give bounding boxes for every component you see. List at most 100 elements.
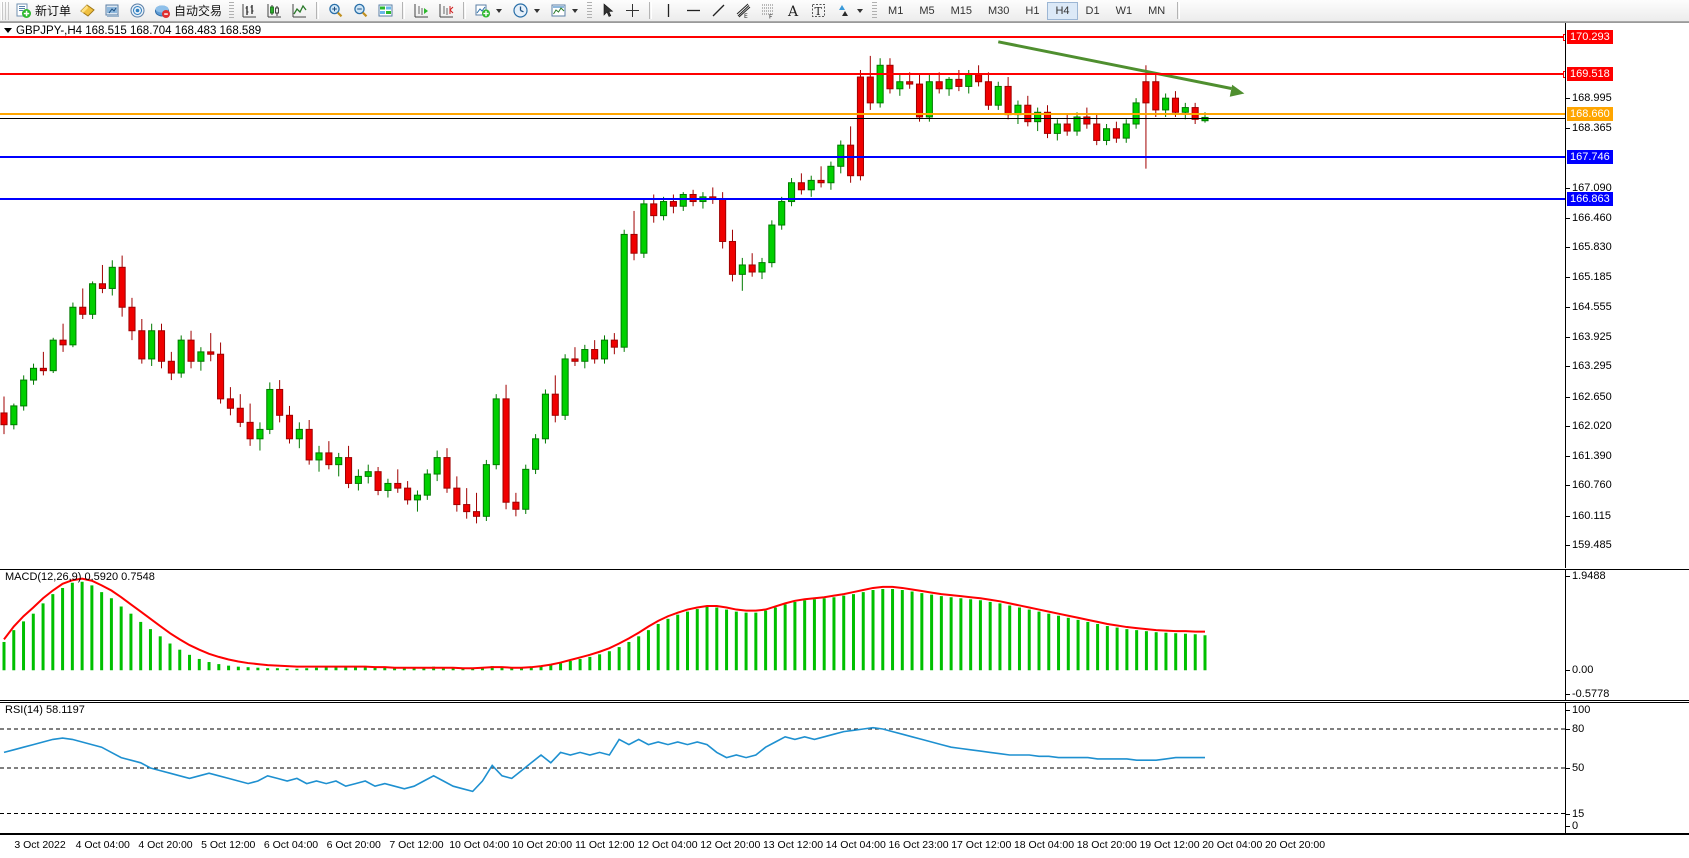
shapes-button[interactable] (831, 0, 869, 22)
chart-menu-caret-icon[interactable] (4, 28, 12, 34)
bar-chart-button[interactable] (237, 0, 262, 22)
rsi-tick-label: 50 (1565, 762, 1585, 774)
price-tick-label: 162.020 (1566, 420, 1612, 433)
zoom-in-icon (329, 3, 343, 18)
toolbar-separator-2 (402, 2, 406, 19)
zoom-in-button[interactable] (323, 0, 348, 22)
timeframe-m5[interactable]: M5 (919, 4, 935, 17)
crosshair-button[interactable] (620, 0, 645, 22)
line-handle[interactable] (1563, 70, 1565, 78)
pivot-line[interactable] (0, 113, 1565, 116)
indicators-chevron-down-icon[interactable] (496, 8, 503, 13)
time-tick-label: 18 Oct 04:00 (1013, 839, 1075, 851)
time-tick-label: 10 Oct 20:00 (511, 839, 573, 851)
template-icon (551, 4, 566, 17)
timeframe-h4[interactable]: H4 (1047, 1, 1078, 20)
timeframe-w1[interactable]: W1 (1115, 4, 1133, 17)
toolbar-separator-5 (1177, 2, 1181, 19)
toolbar-separator-dots-3 (872, 2, 878, 19)
rsi-panel[interactable]: RSI(14) 58.1197 100 80 50 15 0 (0, 702, 1689, 834)
chart-window[interactable]: GBPJPY-,H4 168.515 168.704 168.483 168.5… (0, 22, 1689, 858)
timeframe-h1[interactable]: H1 (1025, 4, 1040, 17)
candlestick-chart-button[interactable] (262, 0, 287, 22)
price-level-badge[interactable]: 168.660 (1567, 107, 1613, 122)
bar-chart-icon (242, 4, 257, 18)
zoom-out-button[interactable] (348, 0, 373, 22)
macd-panel[interactable]: MACD(12,26,9) 0.5920 0.7548 1.9488 0.00 -0… (0, 569, 1689, 701)
chart-shift-button[interactable] (434, 0, 459, 22)
time-tick-label: 3 Oct 2022 (14, 839, 66, 851)
support-line[interactable] (0, 197, 1565, 200)
time-tick-label: 10 Oct 04:00 (449, 839, 510, 851)
price-tick-label: 167.090 (1566, 181, 1612, 194)
price-level-badge[interactable]: 166.863 (1567, 191, 1613, 206)
price-level-badge[interactable]: 167.746 (1567, 150, 1613, 165)
time-tick-label: 5 Oct 12:00 (201, 839, 256, 851)
time-tick-label: 4 Oct 20:00 (138, 839, 193, 851)
shapes-chevron-down-icon[interactable] (857, 8, 864, 13)
price-tick-label: 163.925 (1566, 330, 1612, 343)
svg-text:E: E (744, 13, 748, 19)
new-order-button[interactable]: 新订单 (11, 0, 75, 22)
expert-advisors-button[interactable] (75, 0, 100, 22)
time-axis[interactable]: 3 Oct 2022 4 Oct 04:00 4 Oct 20:00 5 Oct 12… (0, 834, 1689, 858)
timeframe-m1[interactable]: M1 (888, 4, 904, 17)
price-tick-label: 168.365 (1566, 122, 1612, 134)
indicators-icon (475, 4, 491, 18)
toolbar-separator-dots-2 (587, 2, 593, 19)
zoom-out-icon (354, 3, 368, 18)
price-level-badge[interactable]: 169.518 (1567, 66, 1613, 81)
time-tick-label: 6 Oct 20:00 (326, 839, 381, 851)
price-plot-area[interactable] (0, 23, 1565, 568)
timeframe-m15[interactable]: M15 (950, 4, 972, 17)
chart-title: GBPJPY-,H4 168.515 168.704 168.483 168.5… (4, 25, 261, 37)
timeframe-mn[interactable]: MN (1148, 4, 1166, 17)
chart-shift-icon (439, 4, 454, 18)
cursor-button[interactable] (595, 0, 620, 22)
rsi-series (0, 726, 1565, 814)
signals-button[interactable] (125, 0, 150, 22)
templates-chevron-down-icon[interactable] (572, 8, 579, 13)
price-axis[interactable]: 170.293 169.518 168.995 168.660 168.365 167.7… (1565, 23, 1689, 568)
new-order-label: 新订单 (35, 4, 72, 18)
metaeditor-button[interactable] (100, 0, 125, 22)
line-chart-button[interactable] (287, 0, 312, 22)
price-level-badge[interactable]: 170.293 (1567, 30, 1613, 45)
period-chevron-down-icon[interactable] (534, 8, 541, 13)
period-button[interactable] (508, 0, 546, 22)
text-button[interactable]: A (781, 0, 806, 22)
rsi-tick-label: 15 (1565, 807, 1585, 820)
trendline-button[interactable] (706, 0, 731, 22)
time-tick-label: 11 Oct 12:00 (575, 839, 635, 851)
autotrading-label: 自动交易 (174, 4, 223, 18)
support-line[interactable] (0, 156, 1565, 159)
macd-label: MACD(12,26,9) 0.5920 0.7548 (5, 571, 155, 583)
text-label-button[interactable]: T (806, 0, 831, 22)
toolbar-separator-1 (316, 2, 320, 19)
line-handle[interactable] (1563, 34, 1565, 42)
timeframe-d1[interactable]: D1 (1085, 4, 1100, 17)
timeframe-m30[interactable]: M30 (988, 4, 1010, 17)
data-window-button[interactable] (373, 0, 398, 22)
price-tick-label: 164.555 (1566, 301, 1612, 313)
equidistant-channel-button[interactable]: E (731, 0, 756, 22)
autotrading-icon (155, 5, 171, 18)
resistance-line[interactable] (0, 34, 1565, 42)
metaeditor-icon (105, 4, 120, 17)
toolbar-grip[interactable] (1, 1, 9, 20)
text-label-icon: T (812, 4, 826, 18)
autotrading-button[interactable]: 自动交易 (150, 0, 226, 22)
arrow-cursor-icon (603, 3, 614, 17)
price-tick-label: 161.390 (1566, 449, 1612, 462)
horizontal-line-button[interactable] (681, 0, 706, 22)
vertical-line-button[interactable] (656, 0, 681, 22)
time-tick-label: 4 Oct 04:00 (75, 839, 130, 851)
rsi-tick-label: 80 (1565, 723, 1585, 735)
price-tick-label: 168.995 (1566, 92, 1612, 105)
indicators-button[interactable] (470, 0, 508, 22)
templates-button[interactable] (546, 0, 584, 22)
fibonacci-button[interactable]: F (756, 0, 781, 22)
toolbar-separator-dots-1 (229, 2, 235, 19)
resistance-line[interactable] (0, 70, 1565, 78)
auto-scroll-button[interactable] (409, 0, 434, 22)
